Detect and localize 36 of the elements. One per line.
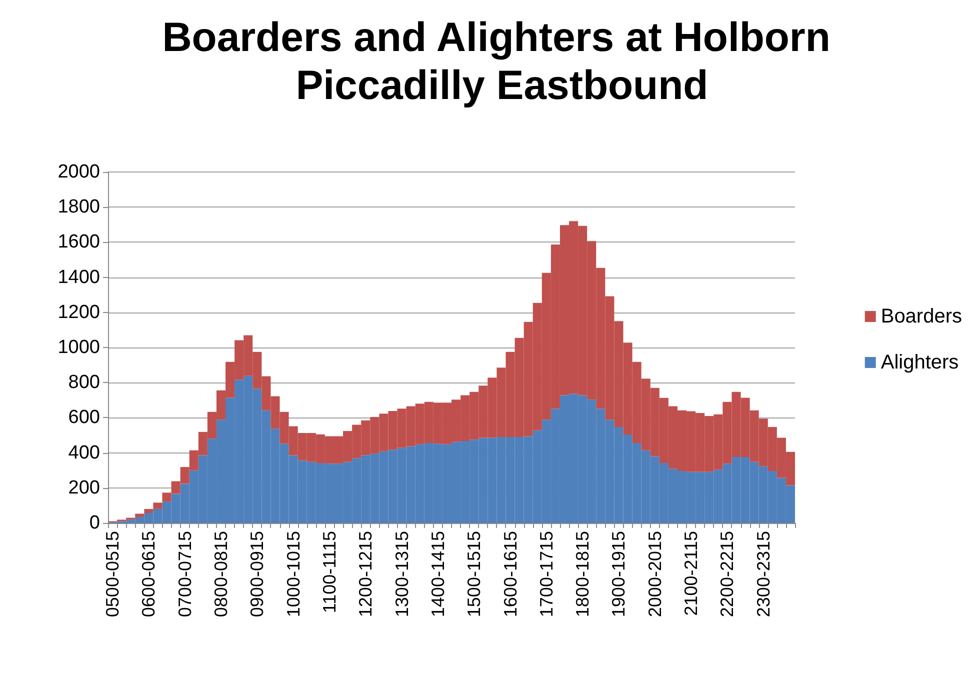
- bar: [153, 502, 162, 509]
- y-tick-label: 400: [68, 442, 100, 464]
- x-tick-label: 1800-1815: [572, 531, 593, 618]
- bar: [135, 514, 144, 518]
- y-tick-label: 1600: [58, 232, 100, 253]
- legend-label: Boarders: [880, 306, 962, 328]
- y-tick-label: 2000: [58, 162, 100, 182]
- x-tick-label: 0900-0915: [247, 531, 268, 618]
- x-tick-label: 2100-2115: [681, 531, 702, 616]
- y-tick-label: 1200: [58, 302, 100, 323]
- x-tick-label: 0500-0515: [102, 531, 123, 618]
- x-tick-label: 2200-2215: [717, 531, 738, 618]
- x-tick-label: 1300-1315: [392, 531, 412, 618]
- bar: [144, 508, 154, 513]
- y-tick-label: 600: [68, 407, 100, 428]
- x-tick-label: 1500-1515: [464, 531, 484, 618]
- x-tick-label: 2000-2015: [644, 531, 665, 618]
- y-tick-label: 1400: [58, 266, 100, 288]
- y-tick-label: 800: [68, 372, 100, 394]
- x-tick-label: 1700-1715: [536, 531, 556, 618]
- y-tick-label: 1000: [58, 337, 100, 358]
- y-tick-label: 200: [68, 477, 100, 498]
- chart-title: Boarders and Alighters at Holborn Piccadilly Eastbound: [162, 14, 842, 108]
- x-tick-label: 2300-2315: [753, 531, 774, 618]
- x-tick-label: 0700-0715: [174, 531, 195, 618]
- y-tick-label: 1800: [58, 196, 100, 218]
- x-tick-label: 1000-1015: [283, 531, 304, 618]
- x-tick-label: 1900-1915: [608, 531, 629, 618]
- legend-label: Alighters: [880, 352, 959, 374]
- y-tick-label: 0: [89, 512, 100, 534]
- x-tick-label: 1100-1115: [319, 531, 340, 614]
- x-tick-label: 0800-0815: [210, 531, 231, 618]
- x-tick-label: 1200-1215: [356, 531, 376, 618]
- x-tick-label: 1600-1615: [500, 531, 520, 618]
- x-tick-label: 1400-1415: [428, 531, 448, 618]
- x-tick-label: 0600-0615: [138, 531, 159, 618]
